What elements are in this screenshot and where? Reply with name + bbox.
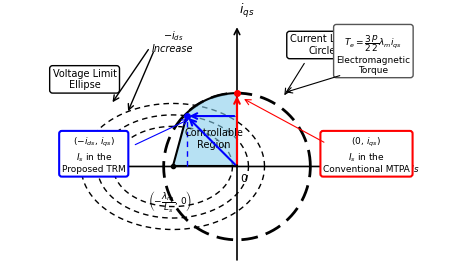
Text: $-i_{ds}$
Increase: $-i_{ds}$ Increase bbox=[152, 29, 193, 54]
Text: $i_{ds}$: $i_{ds}$ bbox=[404, 159, 419, 175]
Text: Controllable
Region: Controllable Region bbox=[185, 128, 244, 150]
Text: $T_e = \dfrac{3}{2}\dfrac{p}{2}\lambda_m i_{qs}$
Electromagnetic
Torque: $T_e = \dfrac{3}{2}\dfrac{p}{2}\lambda_m… bbox=[337, 33, 410, 75]
Text: $(0,\, i_{qs})$
$I_s$ in the
Conventional MTPA: $(0,\, i_{qs})$ $I_s$ in the Conventiona… bbox=[323, 136, 410, 174]
Text: $i_{qs}$: $i_{qs}$ bbox=[239, 2, 255, 20]
Polygon shape bbox=[173, 93, 237, 166]
Text: $(-i_{ds},\, i_{qs})$
$I_s$ in the
Proposed TRM: $(-i_{ds},\, i_{qs})$ $I_s$ in the Propo… bbox=[62, 136, 126, 174]
Text: $\left(-\dfrac{\lambda_m}{L_s},\, 0\right)$: $\left(-\dfrac{\lambda_m}{L_s},\, 0\righ… bbox=[148, 189, 193, 214]
Text: Voltage Limit
Ellipse: Voltage Limit Ellipse bbox=[53, 69, 117, 90]
Text: Current Limit
Circle: Current Limit Circle bbox=[290, 34, 354, 56]
Text: 0: 0 bbox=[240, 175, 247, 185]
